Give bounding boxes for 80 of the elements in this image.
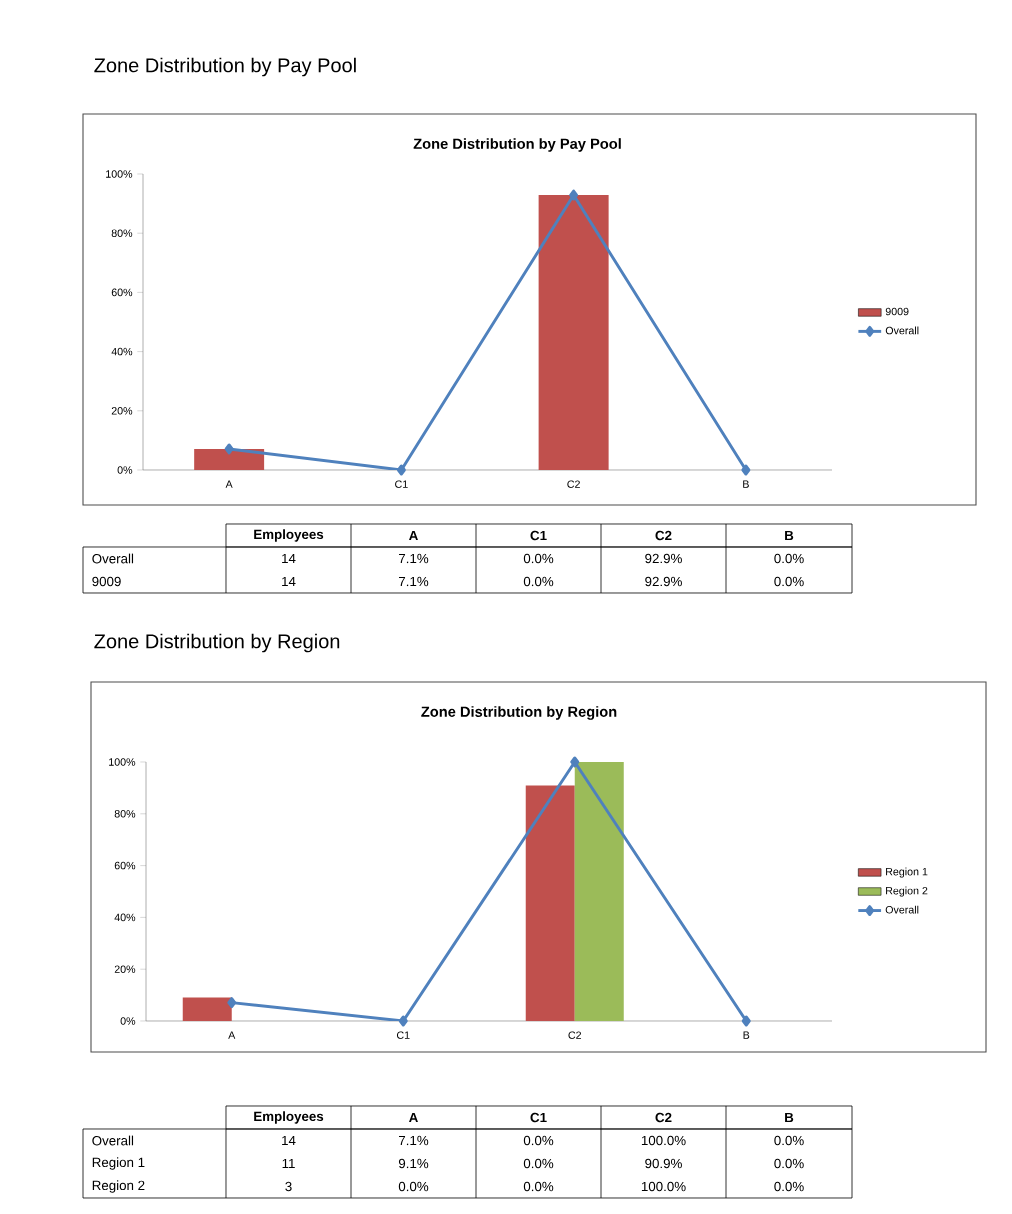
text: 9009	[92, 576, 121, 587]
y-tick-label: 60%	[114, 861, 136, 870]
x-tick-label: C2	[568, 1031, 582, 1039]
text: 3	[285, 1181, 292, 1192]
legend-label: Overall	[885, 905, 919, 914]
point	[227, 997, 237, 1009]
text: Zone Distribution by Region	[94, 633, 340, 653]
text: 100.0%	[641, 1135, 686, 1146]
text: Region 1	[92, 1157, 145, 1170]
text: 11	[282, 1158, 295, 1169]
text: Region 2	[92, 1180, 145, 1193]
x-tick-label: C1	[395, 480, 408, 488]
legend-label: 9009	[885, 307, 909, 316]
text: 14	[282, 553, 296, 564]
text: C1	[530, 530, 547, 541]
text: B	[785, 530, 794, 541]
text: 14	[282, 1135, 296, 1146]
x-tick-label: C2	[567, 480, 580, 488]
chart-title: Zone Distribution by Region	[421, 706, 617, 720]
text: Employees	[254, 529, 324, 542]
text: C2	[655, 530, 672, 541]
text: 0.0%	[523, 553, 554, 564]
legend-label: Region 2	[886, 886, 928, 897]
x-tick-label: C1	[396, 1031, 410, 1039]
text: 7.1%	[398, 1135, 429, 1146]
y-tick-label: 60%	[111, 288, 133, 297]
text: 0.0%	[774, 1158, 804, 1169]
text: 14	[282, 576, 296, 587]
x-tick-label: A	[225, 480, 233, 488]
legend-label: Region 1	[886, 867, 928, 878]
x-tick-label: B	[743, 480, 749, 488]
bar	[525, 785, 575, 1021]
text: 7.1%	[398, 553, 429, 564]
text: 0.0%	[523, 1181, 554, 1192]
y-tick-label: 20%	[114, 965, 136, 973]
text: C1	[530, 1112, 547, 1123]
bar	[182, 997, 232, 1021]
text: 0.0%	[774, 1181, 804, 1192]
text: Employees	[254, 1111, 324, 1124]
y-tick-label: 80%	[114, 810, 136, 818]
text: A	[409, 1112, 418, 1123]
text: A	[409, 530, 418, 541]
text: 90.9%	[645, 1158, 682, 1169]
point	[396, 464, 406, 476]
x-tick-label: B	[743, 1031, 750, 1039]
text: Overall	[92, 1135, 134, 1146]
text: 0.0%	[523, 576, 554, 587]
point	[224, 443, 234, 455]
text: 0.0%	[523, 1135, 554, 1146]
point	[570, 756, 580, 768]
text: 0.0%	[774, 576, 804, 587]
y-tick-label: 80%	[111, 229, 133, 237]
text: 0.0%	[398, 1181, 429, 1192]
bar	[574, 762, 624, 1021]
text: 0.0%	[774, 553, 804, 564]
y-tick-label: 100%	[106, 170, 133, 178]
point	[398, 1015, 408, 1027]
y-tick-label: 20%	[111, 407, 133, 415]
text: Zone Distribution by Pay Pool	[94, 57, 356, 77]
text: 0.0%	[523, 1158, 554, 1169]
y-tick-label: 0%	[120, 1017, 136, 1025]
text: B	[785, 1112, 794, 1123]
x-tick-label: A	[228, 1031, 236, 1039]
text: 0.0%	[774, 1135, 804, 1146]
text: 92.9%	[645, 576, 682, 587]
y-tick-label: 40%	[114, 913, 136, 922]
point	[741, 464, 751, 476]
y-tick-label: 100%	[109, 758, 136, 766]
point	[741, 1015, 751, 1027]
text: 9.1%	[398, 1158, 429, 1169]
text: 92.9%	[645, 553, 682, 564]
y-tick-label: 40%	[111, 347, 133, 356]
y-tick-label: 0%	[117, 466, 133, 474]
text: C2	[655, 1112, 672, 1123]
legend-label: Overall	[885, 326, 919, 335]
chart-title: Zone Distribution by Pay Pool	[413, 138, 621, 152]
text: 7.1%	[398, 576, 429, 587]
text: 100.0%	[641, 1181, 686, 1192]
text: Overall	[92, 553, 134, 564]
point	[569, 189, 579, 201]
